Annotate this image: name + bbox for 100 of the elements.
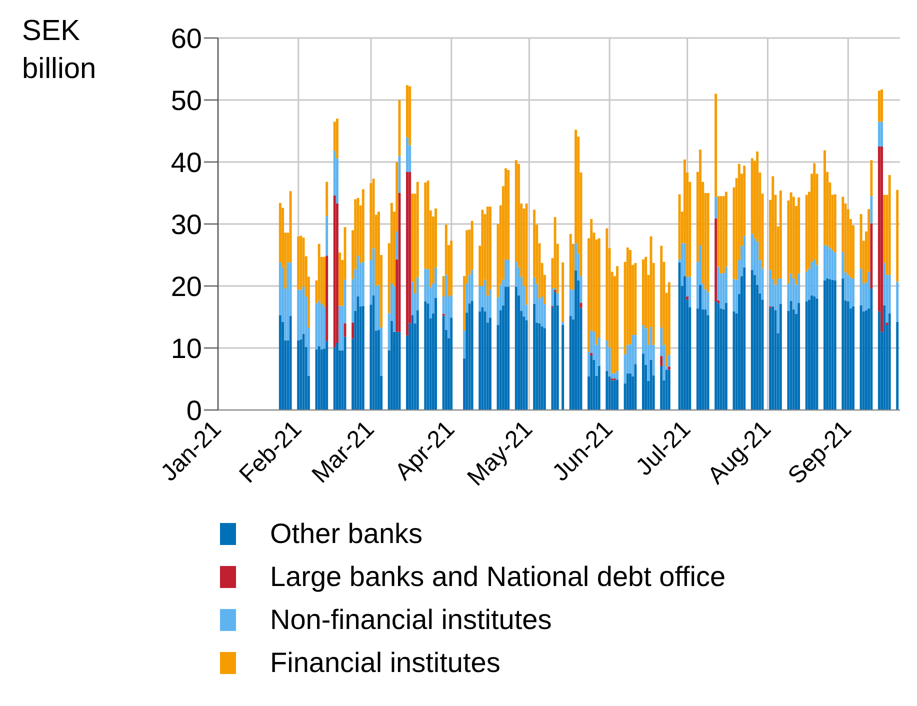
bar: [686, 296, 689, 300]
bar: [769, 270, 772, 306]
bar: [297, 290, 300, 341]
bar: [336, 118, 338, 158]
bar: [852, 278, 854, 306]
bar: [706, 292, 710, 316]
bar: [318, 300, 320, 346]
bar: [562, 325, 564, 410]
bar: [406, 172, 408, 336]
bar: [569, 316, 572, 410]
bar: [320, 349, 323, 410]
bar: [828, 279, 832, 410]
bar: [878, 311, 880, 410]
y-tick-label: 20: [170, 270, 202, 302]
bar: [834, 194, 836, 253]
bar: [411, 315, 414, 410]
bar: [450, 318, 453, 410]
bar: [750, 270, 754, 410]
bar: [743, 267, 746, 410]
bar: [779, 304, 782, 410]
bar: [484, 311, 486, 410]
bar: [507, 286, 510, 410]
bar: [849, 277, 852, 308]
bar: [416, 310, 419, 410]
bar: [468, 303, 471, 410]
bar: [408, 86, 412, 146]
bar: [824, 245, 826, 280]
bar: [372, 295, 375, 410]
bar: [798, 302, 800, 410]
bar: [323, 256, 326, 308]
bar: [888, 175, 891, 275]
bar: [396, 332, 398, 410]
bar: [323, 307, 326, 349]
bar: [824, 150, 826, 246]
bar: [626, 373, 629, 410]
bar: [481, 307, 484, 410]
bar: [352, 322, 354, 339]
bar: [846, 302, 850, 410]
legend-label: Non-financial institutes: [270, 604, 552, 636]
bar: [424, 302, 427, 410]
bar: [315, 349, 318, 410]
bar: [514, 286, 518, 410]
bar: [543, 328, 546, 410]
bar: [590, 352, 593, 356]
bar: [790, 300, 792, 410]
bar: [680, 243, 684, 286]
bar: [834, 280, 836, 410]
bar: [398, 156, 401, 193]
bar: [732, 279, 736, 312]
bar: [398, 332, 401, 410]
bar: [769, 308, 772, 410]
bar: [642, 259, 644, 326]
bar: [569, 289, 572, 316]
bar: [289, 191, 292, 262]
bar: [533, 304, 536, 410]
bar: [470, 300, 474, 410]
bar: [507, 170, 510, 260]
bar: [613, 380, 616, 410]
bar: [668, 366, 670, 370]
bar: [580, 302, 582, 308]
bar: [326, 182, 328, 216]
y-tick-label: 60: [170, 22, 202, 54]
bar: [398, 193, 401, 332]
bar: [463, 330, 466, 359]
bar: [481, 210, 484, 286]
bar: [828, 248, 832, 280]
bar: [486, 206, 489, 296]
y-tick-label: 50: [170, 84, 202, 116]
bar: [278, 315, 282, 410]
bar: [880, 89, 884, 122]
bar: [826, 246, 829, 279]
bar: [613, 373, 616, 378]
bar: [805, 194, 808, 272]
bar: [629, 250, 632, 344]
bar: [616, 266, 619, 371]
bar: [424, 182, 427, 269]
bar: [540, 296, 544, 326]
bar: [554, 292, 556, 410]
bar: [478, 311, 482, 410]
bar: [315, 303, 318, 350]
bar: [870, 196, 873, 224]
bar: [450, 240, 453, 296]
y-axis-title: SEK billion: [22, 14, 98, 87]
bar: [706, 193, 710, 292]
bar: [504, 286, 508, 410]
bar: [668, 354, 670, 367]
bar: [883, 305, 886, 410]
bar: [634, 364, 637, 410]
bar: [598, 366, 600, 410]
bar: [297, 340, 300, 410]
bar: [338, 306, 342, 350]
legend-label: Financial institutes: [270, 646, 500, 678]
y-tick-label: 30: [170, 208, 202, 240]
bar: [286, 262, 290, 341]
bar: [660, 356, 663, 366]
bar: [297, 236, 300, 290]
bar: [834, 252, 836, 280]
bar: [562, 262, 564, 322]
bar: [426, 303, 430, 410]
bar: [616, 380, 619, 410]
